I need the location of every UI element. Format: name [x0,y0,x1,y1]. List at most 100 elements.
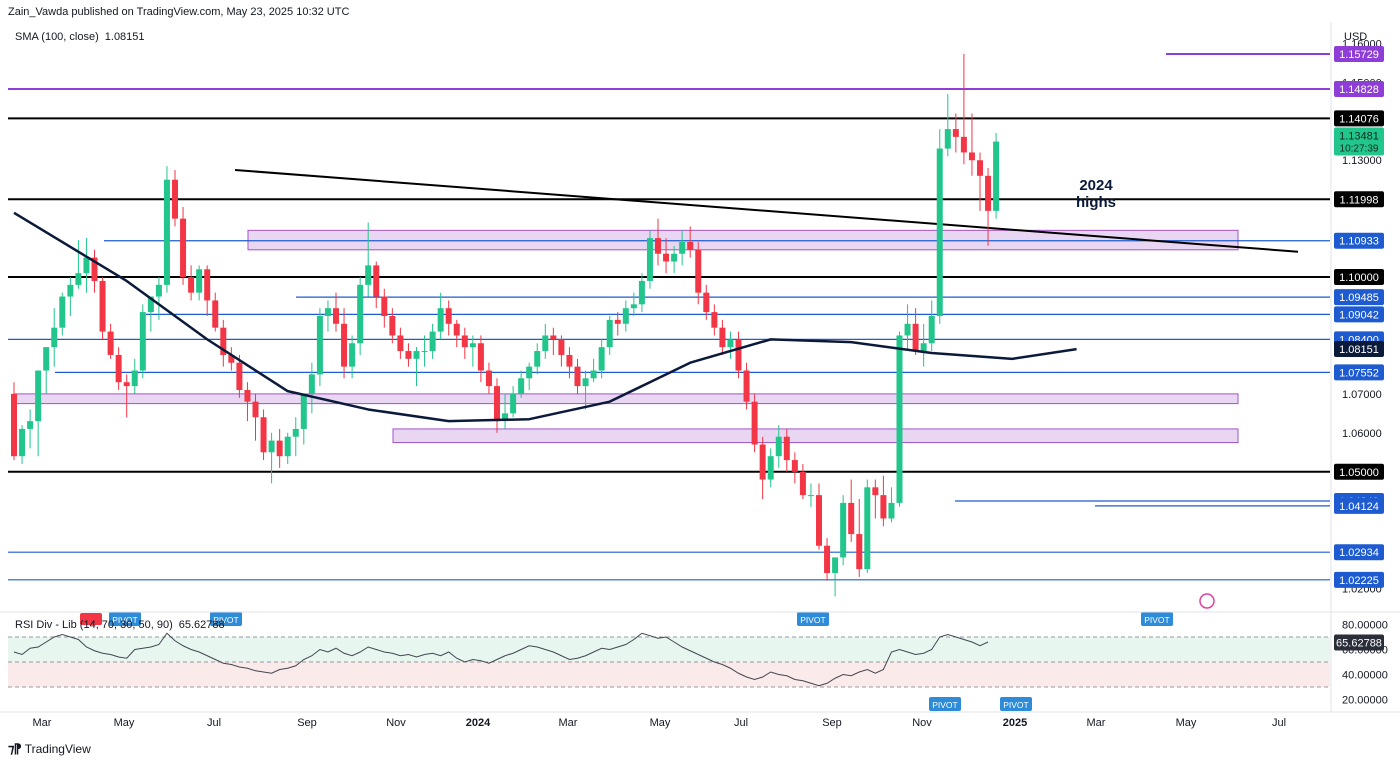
candle-body-38 [316,316,323,375]
level-badge-text-1.04124: 1.04124 [1339,501,1379,513]
candle-body-121 [985,175,992,211]
candle-body-116 [944,129,951,149]
candle-body-84 [687,242,694,250]
time-axis[interactable]: Mar May Jul Sep Nov 2024 Mar May Jul Sep Nov 2025 Ma… [33,717,1287,729]
sma-legend-label: SMA (100, close) [15,31,99,43]
candle-body-47 [389,316,396,336]
candle-body-97 [791,460,798,472]
candle-body-99 [807,495,814,497]
candle-body-50 [413,351,420,359]
level-badge-text-1.15729: 1.15729 [1339,49,1379,61]
footer[interactable]: ⁊⁋ TradingView [8,741,91,757]
rsi-tick-80.00000: 80.00000 [1342,620,1388,632]
rsi-pivot-text-2: PIVOT [800,615,826,625]
candle-body-42 [349,343,356,367]
candle-body-13 [115,354,122,383]
candle-body-114 [928,316,935,344]
current-price-text: 1.13481 [1339,131,1379,143]
candle-body-17 [147,296,154,313]
candle-body-122 [993,141,1000,211]
candle-body-12 [107,331,114,355]
x-tick-May-1: May [114,717,135,729]
candle-body-52 [429,331,436,352]
candle-body-21 [180,218,187,278]
candle-body-5 [51,327,58,348]
candle-body-44 [365,265,372,285]
candle-body-111 [904,323,911,336]
level-badge-text-1.09485: 1.09485 [1339,292,1379,304]
x-tick-Nov-10: Nov [912,717,932,729]
candle-body-14 [123,382,130,387]
sma-legend[interactable]: SMA (100, close) 1.08151 [15,31,145,43]
candle-body-90 [735,339,742,371]
level-badge-1.09042 [1334,306,1384,323]
candle-body-86 [703,292,710,313]
candle-body-28 [236,362,243,390]
level-badge-text-1.14828: 1.14828 [1339,84,1379,96]
candle-body-117 [952,129,959,137]
level-badge-text-1.07552: 1.07552 [1339,367,1379,379]
candle-body-57 [469,343,476,348]
candle-body-101 [824,545,831,574]
x-tick-May-13: May [1176,717,1197,729]
candle-body-100 [816,495,822,546]
candle-body-68 [558,339,565,355]
candle-body-118 [960,136,967,153]
candle-body-73 [598,347,605,371]
candle-body-51 [421,351,428,353]
level-badge-1.15729 [1334,45,1384,62]
rsi-legend[interactable]: RSI Div - Lib (14, 70, 30, 50, 90) 65.627… [15,619,225,631]
candle-body-59 [485,370,492,387]
candle-body-53 [437,308,444,332]
tradingview-logo-icon: ⁊⁋ [8,741,22,756]
level-badge-1.10933 [1334,232,1384,249]
candle-body-6 [59,296,66,328]
level-badge-1.02934 [1334,544,1384,561]
candle-body-64 [526,366,533,379]
level-badge-text-1.11998: 1.11998 [1340,194,1379,206]
candle-body-24 [204,269,211,301]
rsi-value-badge [1334,634,1384,651]
candle-body-91 [743,370,750,402]
candle-body-15 [131,370,138,387]
zone-0 [247,229,1239,251]
candle-body-69 [566,354,573,367]
rsi-pivot-badge-1 [210,612,242,626]
x-tick-Mar-12: Mar [1087,717,1106,729]
candle-body-109 [888,502,895,519]
rsi-pivot-text-3: PIVOT [1144,615,1170,625]
x-tick-Jul-2: Jul [207,717,221,729]
candle-body-34 [284,436,291,457]
candle-body-76 [622,308,629,324]
candle-body-74 [606,319,613,348]
current-price-badge [1334,127,1384,156]
candle-body-27 [228,354,235,363]
candle-body-23 [196,269,203,293]
rsi-pivot-badge-0 [109,612,141,626]
candle-body-58 [477,343,484,371]
x-tick-Nov-4: Nov [386,717,406,729]
zone-2 [392,428,1239,444]
candle-body-112 [912,323,919,352]
candle-body-95 [775,436,782,457]
footer-brand: TradingView [24,742,91,756]
sma-price-badge [1334,341,1384,358]
rsi-pivot-badge-2 [797,612,829,626]
candle-body-55 [453,323,460,336]
rsi-legend-label: RSI Div - Lib (14, 70, 30, 50, 90) [15,619,173,631]
candle-body-36 [300,393,307,429]
rsi-overbought-band [8,637,1330,662]
annotation-line-0: 2024 [1079,177,1113,194]
candle-body-20 [172,179,178,219]
sma-price-text: 1.08151 [1339,344,1379,356]
price-axis[interactable]: 1.160001.150001.130001.070001.060001.020… [0,22,1400,713]
level-badge-1.02225 [1334,571,1384,588]
level-badge-1.11998 [1334,191,1384,208]
x-tick-Sep-9: Sep [822,717,842,729]
price-badges-layer: 1.15729 1.14828 1.14076 1.11998 1.10933 1.100… [1076,45,1384,609]
candle-body-81 [663,253,670,262]
candle-body-104 [848,502,855,535]
x-tick-May-7: May [650,717,671,729]
rsi-pivot-text-0: PIVOT [112,615,138,625]
